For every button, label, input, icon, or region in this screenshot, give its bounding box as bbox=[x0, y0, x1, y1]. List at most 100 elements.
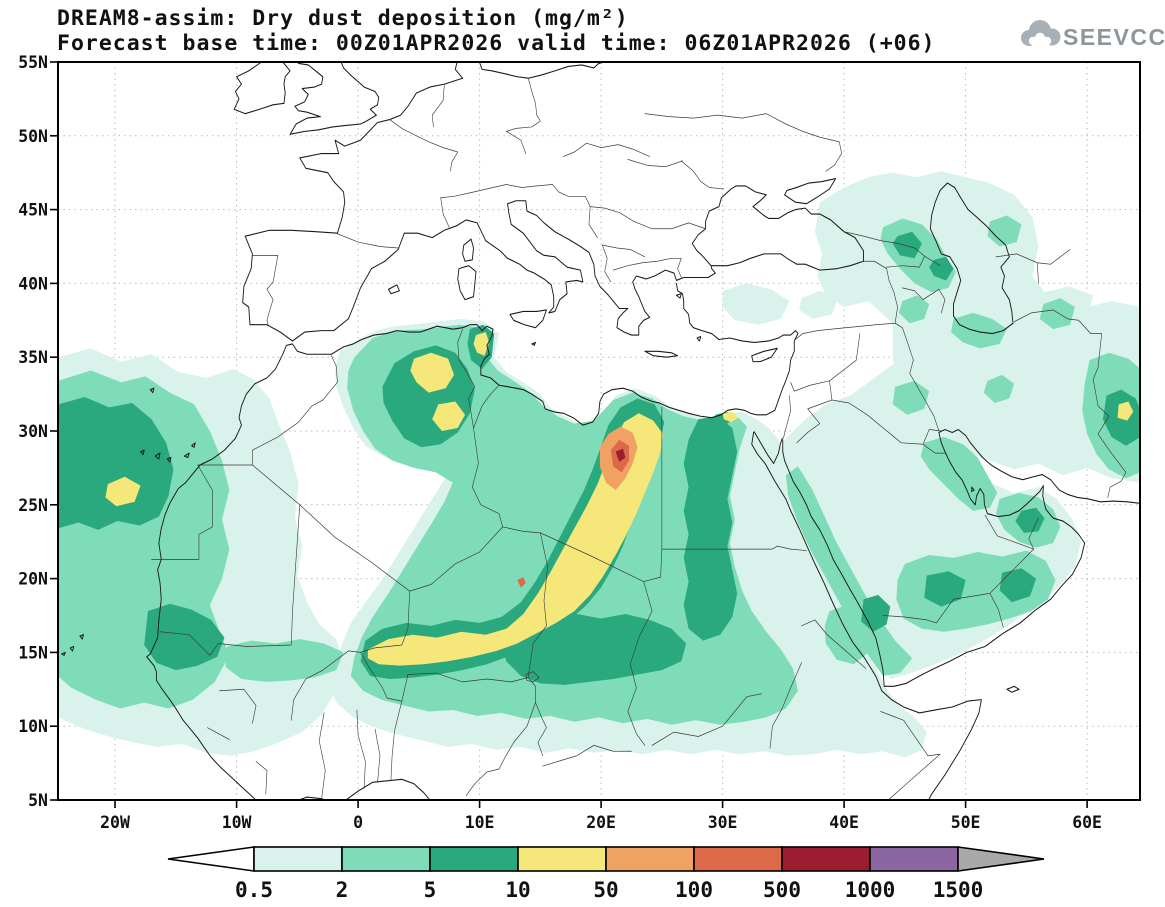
border-mauritania-mali bbox=[159, 504, 301, 656]
contour-l6-sahel-dot bbox=[517, 577, 526, 588]
coast-ireland-west bbox=[233, 62, 285, 115]
contour-l3-arabia-south-core2 bbox=[999, 568, 1037, 603]
lat-label: 35N bbox=[18, 348, 48, 367]
legend-cell bbox=[341, 846, 431, 872]
country-borders bbox=[151, 77, 1127, 800]
legend-value: 0.5 bbox=[235, 878, 273, 902]
border-portugal-spain bbox=[252, 254, 279, 326]
island-malta bbox=[531, 341, 536, 346]
border-libya-south bbox=[502, 526, 663, 582]
border-saudi-yemen-oman bbox=[882, 514, 1039, 628]
color-scale-legend: 0.5 2 5 10 50 100 500 1000 1500 bbox=[167, 846, 1045, 902]
lat-label: 15N bbox=[18, 643, 48, 662]
border-mali-guinea bbox=[207, 688, 257, 740]
border-tunisia bbox=[457, 328, 500, 429]
border-germany-netherlands bbox=[431, 83, 445, 128]
border-algeria-libya bbox=[472, 427, 503, 528]
legend-cell bbox=[429, 846, 519, 872]
contour-l2-turkmen bbox=[1039, 298, 1075, 330]
border-moldova-ukraine bbox=[680, 160, 725, 190]
island-bahrain bbox=[971, 486, 975, 493]
lat-label: 55N bbox=[18, 53, 48, 72]
legend-arrow-above-max bbox=[957, 846, 1045, 872]
lake-chad bbox=[525, 671, 540, 683]
border-caucasus bbox=[843, 231, 946, 314]
border-nigeria-cameroon bbox=[465, 702, 536, 796]
lat-label: 50N bbox=[18, 127, 48, 146]
border-france-belgium-germany bbox=[389, 119, 459, 172]
legend-cell bbox=[693, 846, 783, 872]
legend-value: 100 bbox=[675, 878, 713, 902]
lon-label: 60E bbox=[1072, 813, 1102, 832]
border-morocco-algeria bbox=[252, 355, 338, 466]
contour-l2-east-caspian bbox=[987, 215, 1022, 247]
border-algeria-niger bbox=[409, 526, 503, 592]
border-chad-nigeria-cameroon bbox=[527, 677, 547, 757]
legend-value: 50 bbox=[593, 878, 618, 902]
lon-label: 30E bbox=[708, 813, 738, 832]
border-serbia-romania bbox=[588, 206, 635, 239]
axis-ticks bbox=[50, 61, 1088, 808]
contour-l4-se-iran-spot bbox=[1117, 401, 1134, 421]
lat-label: 25N bbox=[18, 496, 48, 515]
island-lesbos bbox=[675, 293, 682, 299]
border-france-spain bbox=[335, 232, 399, 249]
border-central-europe-1 bbox=[563, 142, 651, 157]
border-car-chad bbox=[542, 745, 632, 767]
contour-l1-caucasus-caspian bbox=[814, 171, 1094, 328]
latitude-axis: 55N 50N 45N 40N 35N 30N 25N 20N 15N 10N … bbox=[18, 53, 48, 810]
border-germany-poland-czech bbox=[506, 77, 541, 154]
legend-cell bbox=[869, 846, 959, 872]
border-france-italy bbox=[440, 197, 450, 228]
legend-value: 1500 bbox=[933, 878, 984, 902]
lon-label: 50E bbox=[951, 813, 981, 832]
contour-l1-anatolia-b bbox=[799, 290, 839, 319]
island-crete bbox=[644, 350, 679, 358]
contour-l2-sahel-bridge bbox=[225, 639, 344, 682]
lat-label: 5N bbox=[28, 791, 48, 810]
island-corsica bbox=[462, 238, 474, 262]
lon-label: 10W bbox=[222, 813, 252, 832]
coast-baltic bbox=[478, 62, 608, 79]
border-gulf-guinea-states bbox=[255, 700, 403, 799]
lat-label: 45N bbox=[18, 201, 48, 220]
coast-caspian-sea bbox=[929, 182, 1014, 335]
legend-value: 2 bbox=[336, 878, 349, 902]
coast-arabia bbox=[782, 428, 1140, 687]
island-rhodes bbox=[696, 335, 702, 342]
coast-gulf-of-guinea bbox=[297, 778, 431, 800]
legend-value: 10 bbox=[505, 878, 530, 902]
lon-label: 20E bbox=[586, 813, 616, 832]
border-iraq-iran bbox=[894, 322, 940, 432]
contour-l4-nile-delta-spot bbox=[722, 411, 739, 423]
coast-britain-south bbox=[289, 62, 377, 135]
islands-cape-verde bbox=[61, 634, 84, 656]
legend-cell bbox=[605, 846, 695, 872]
lon-label: 0 bbox=[353, 813, 363, 832]
seevccc-logo: SEEVCCC bbox=[1021, 20, 1165, 50]
chart-title: DREAM8-assim: Dry dust deposition (mg/m²… bbox=[57, 6, 629, 31]
contour-l1-iran bbox=[892, 301, 1140, 483]
island-sardinia bbox=[457, 265, 477, 301]
legend-cell bbox=[781, 846, 871, 872]
border-w-sahara bbox=[151, 464, 253, 560]
border-sudan-south-sudan bbox=[651, 693, 762, 746]
coast-europe-mediterranean bbox=[242, 62, 864, 342]
contour-l3-west-core bbox=[58, 397, 174, 530]
contour-l2-zagros bbox=[983, 374, 1015, 403]
contour-l3-arabia-south-core1 bbox=[924, 571, 966, 607]
island-socotra bbox=[1006, 685, 1020, 693]
contour-l3-uae-core bbox=[1015, 507, 1045, 533]
coast-ireland-east bbox=[282, 62, 291, 104]
coast-sinai bbox=[753, 431, 783, 465]
border-alps bbox=[440, 184, 591, 208]
lat-label: 10N bbox=[18, 717, 48, 736]
contour-l7-libya-max bbox=[615, 448, 626, 462]
border-turkey-syria-iraq bbox=[795, 260, 898, 340]
coast-red-sea-africa-horn bbox=[751, 431, 982, 800]
contour-l2-alborz bbox=[951, 312, 1007, 349]
island-mallorca bbox=[388, 284, 400, 295]
coast-azov-sea bbox=[784, 178, 837, 205]
legend-value: 1000 bbox=[845, 878, 896, 902]
